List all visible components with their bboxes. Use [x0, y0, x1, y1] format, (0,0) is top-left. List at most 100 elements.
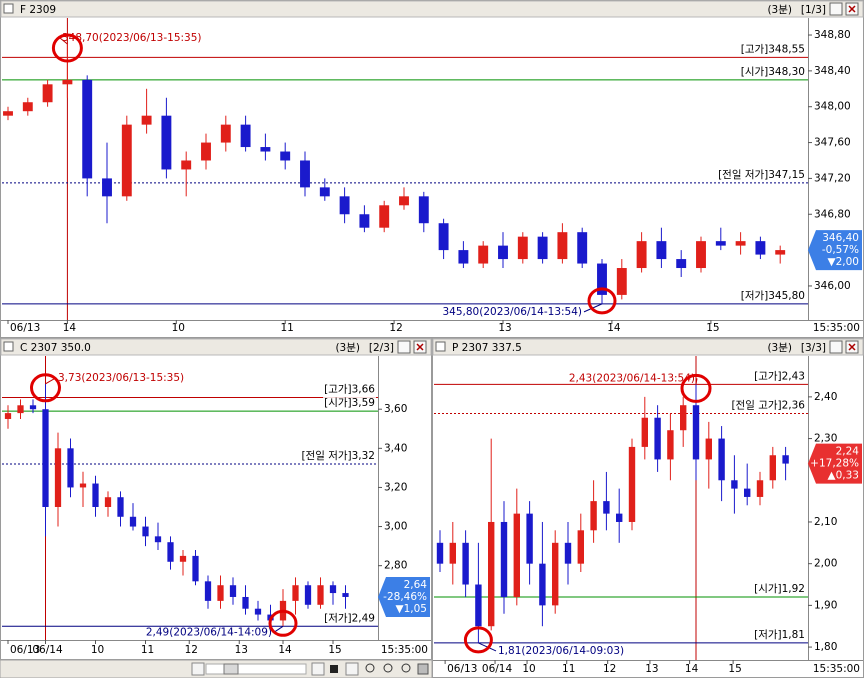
zoom-in[interactable] [365, 663, 375, 673]
x-tick-label: 15 [328, 644, 341, 656]
close-icon [848, 343, 856, 351]
level-label: [저가]1,81 [754, 629, 805, 641]
panel-frame [432, 338, 864, 678]
candle-body [42, 84, 53, 103]
scroll-right[interactable] [311, 662, 325, 676]
level-label: [고가]348,55 [741, 43, 805, 55]
candle-body [3, 111, 13, 116]
level-label-bg [739, 289, 806, 302]
x-tick-label: 12 [603, 663, 616, 675]
last-change: -28,46% [383, 591, 427, 603]
y-tick-label: 2,30 [814, 433, 837, 445]
panel-checkbox[interactable] [435, 341, 446, 352]
candle-body [161, 115, 172, 170]
last-change: -0,57% [822, 244, 859, 256]
candle-body [667, 430, 674, 460]
panel-checkbox[interactable] [3, 3, 14, 14]
level-label-bg [323, 383, 377, 396]
candle-body [498, 245, 508, 260]
highlight-circle [51, 33, 83, 63]
panel-interval: (3분) [767, 342, 792, 354]
panel-interval: (3분) [767, 4, 792, 16]
last-diff: ▲0,33 [828, 470, 859, 482]
level-label: [전일 고가]2,36 [731, 399, 805, 412]
candle-body [217, 585, 224, 601]
stop-button[interactable] [330, 665, 338, 673]
level-label-bg [739, 43, 806, 56]
y-tick-label: 348,40 [814, 65, 851, 77]
restore-button[interactable] [829, 2, 843, 16]
restore-button[interactable] [397, 340, 411, 354]
candle-body [104, 497, 112, 507]
candle-body [458, 250, 469, 264]
tool-button[interactable] [417, 663, 429, 675]
y-tick-label: 1,90 [814, 599, 837, 611]
annotation-arrow [695, 378, 698, 385]
level-label-bg [717, 167, 806, 181]
candle-body [42, 409, 49, 507]
scroll-thumb[interactable] [223, 663, 239, 675]
candle-body [696, 241, 706, 269]
panel-title: F 2309 [20, 4, 56, 16]
x-tick-label: 15 [728, 663, 741, 675]
restore-button[interactable] [829, 340, 843, 354]
chart-panel: C 2307 350.0 [2/3] (3분) [고가]3,66 [시가]3,59 [전일… [0, 338, 432, 660]
close-icon [416, 343, 424, 351]
zoom-reset[interactable] [401, 663, 411, 673]
extreme-annotation: 2,49(2023/06/14-14:09) [146, 626, 272, 638]
candle-body [121, 124, 132, 197]
candle-body [656, 241, 667, 260]
x-tick-label: 15 [706, 322, 719, 334]
candle-body [260, 147, 271, 152]
last-diff: ▼1,05 [396, 603, 427, 615]
candle-body [557, 232, 568, 260]
time-label: 15:35:00 [813, 322, 860, 334]
candle-body [181, 160, 192, 170]
candle-body [17, 405, 24, 414]
highlight-circle [30, 373, 61, 403]
level-label-bg [323, 612, 376, 625]
candle-body [475, 584, 482, 627]
scroll-track[interactable] [205, 663, 307, 675]
candle-body [292, 585, 299, 601]
level-label-bg [323, 397, 376, 410]
candle-body [82, 79, 93, 179]
level-label-bg [739, 65, 806, 78]
candle-body [616, 268, 627, 295]
candle-body [500, 521, 508, 598]
scroll-left[interactable] [191, 662, 205, 676]
x-tick-label: 06/14 [32, 644, 63, 656]
candle-body [92, 483, 99, 507]
panel-checkbox[interactable] [3, 341, 14, 352]
candle-body [304, 585, 312, 605]
candle-body [590, 501, 597, 531]
candle-body [705, 438, 712, 460]
candle-body [204, 581, 212, 601]
y-tick-label: 3,60 [384, 403, 407, 415]
last-price: 346,40 [822, 232, 859, 244]
last-price: 2,24 [836, 446, 860, 458]
level-label: [전일 저가]347,15 [718, 168, 805, 181]
level-label: [저가]2,49 [324, 612, 375, 624]
x-tick-label: 10 [172, 322, 185, 334]
level-label: [시가]348,30 [741, 66, 805, 78]
candle-body [129, 516, 137, 527]
candle-body [359, 214, 370, 228]
candle-body [539, 563, 546, 606]
panel-page: [3/3] [801, 342, 826, 354]
candle-body [517, 236, 528, 260]
candle-body [577, 232, 588, 264]
level-label-bg [753, 370, 806, 383]
candle-body [775, 250, 786, 255]
extreme-annotation: 1,81(2023/06/14-09:03) [498, 645, 624, 657]
x-tick-label: 13 [235, 644, 248, 656]
candle-body [229, 585, 237, 597]
last-change: +17,28% [810, 458, 859, 470]
menu-button[interactable] [345, 662, 359, 676]
zoom-out[interactable] [383, 663, 393, 673]
y-tick-label: 2,80 [384, 560, 407, 572]
level-label: [시가]3,59 [324, 397, 375, 409]
candle-body [597, 263, 607, 295]
candle-body [62, 79, 73, 85]
x-tick-label: 13 [498, 322, 511, 334]
